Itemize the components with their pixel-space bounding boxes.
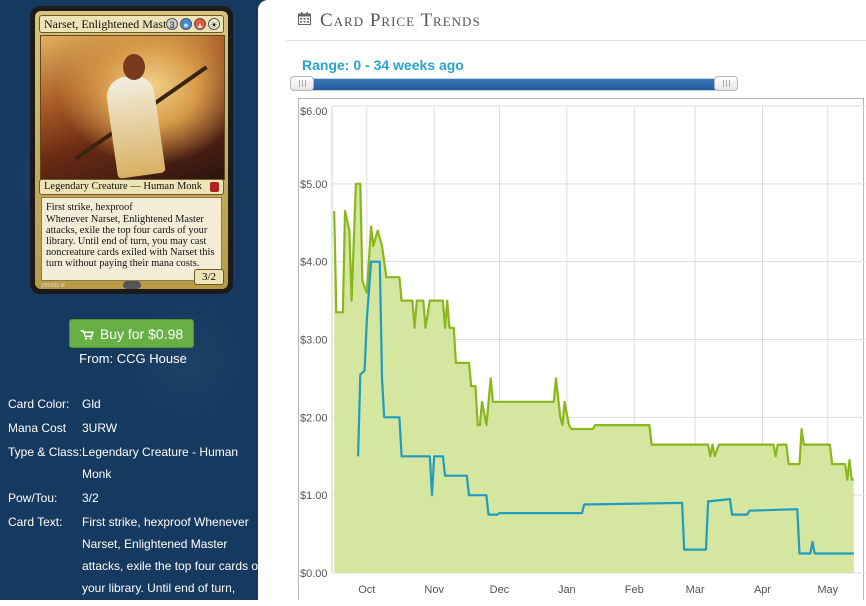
card-frame: Narset, Enlightened Master 3 ● ▲ ☀ Legen… [35, 11, 228, 289]
detail-label-color: Card Color: [8, 397, 70, 411]
series-line-1 [357, 260, 854, 555]
detail-value-pow-tou: 3/2 [82, 491, 99, 505]
x-tick-label: Nov [424, 584, 444, 596]
detail-value-mana-cost: 3URW [82, 421, 118, 435]
card-type-line: Legendary Creature — Human Monk [44, 181, 203, 192]
x-tick-label: Feb [625, 584, 644, 596]
y-tick-label: $0.00 [300, 568, 328, 580]
card-collector-number: 190/269 M [41, 283, 65, 289]
detail-value-card-text: First strike, hexproof Whenever Narset, … [82, 515, 262, 595]
card-sidebar: Narset, Enlightened Master 3 ● ▲ ☀ Legen… [0, 0, 266, 600]
detail-label-type: Type & Class: [8, 445, 83, 459]
card-name-bar: Narset, Enlightened Master 3 ● ▲ ☀ [39, 15, 224, 33]
card-keyword-line: First strike, hexproof [46, 202, 133, 213]
card-text-box: First strike, hexproof Whenever Narset, E… [41, 197, 222, 281]
y-tick-label: $1.00 [300, 490, 328, 502]
price-chart: $0.00 $1.00 $2.00 $3.00 $4.00 $5.00 $6.00 Oct No… [300, 105, 866, 596]
range-slider-handle-left[interactable] [290, 76, 314, 91]
card-power-toughness: 3/2 [194, 269, 224, 285]
content-panel-corner [258, 0, 268, 600]
detail-label-card-text: Card Text: [8, 515, 63, 529]
mana-symbol-blue: ● [180, 18, 192, 30]
range-slider-handle-right[interactable] [714, 76, 738, 91]
price-chart-frame: $0.00 $1.00 $2.00 $3.00 $4.00 $5.00 $6.00 Oct No… [298, 98, 866, 600]
price-trends-panel: Card Price Trends Range: 0 - 34 weeks ag… [268, 0, 866, 600]
calendar-icon [298, 12, 311, 25]
card-ability-line: Whenever Narset, Enlightened Master atta… [46, 214, 215, 269]
set-symbol-icon [210, 182, 219, 192]
card-image[interactable]: Narset, Enlightened Master 3 ● ▲ ☀ Legen… [30, 6, 233, 294]
mana-symbol-white: ☀ [208, 18, 220, 30]
y-tick-label: $4.00 [300, 257, 328, 269]
x-tick-label: Mar [686, 584, 705, 596]
x-tick-label: Apr [754, 584, 771, 596]
title-divider [286, 40, 866, 41]
card-type-bar: Legendary Creature — Human Monk [39, 179, 224, 195]
seller-text: From: CCG House [79, 351, 187, 366]
y-tick-label: $2.00 [300, 412, 328, 424]
range-label: Range: 0 - 34 weeks ago [302, 57, 464, 73]
detail-value-type: Legendary Creature - Human Monk [82, 445, 239, 481]
cart-icon [80, 330, 94, 340]
y-tick-label: $5.00 [300, 179, 328, 191]
series-line-0 [333, 182, 854, 481]
series-area-0 [334, 183, 854, 574]
detail-value-color: Gld [82, 397, 101, 411]
artwork-figure [104, 73, 166, 179]
card-rules-text: First strike, hexproof Whenever Narset, E… [46, 202, 221, 269]
buy-button-label: Buy for $0.98 [99, 326, 184, 342]
detail-label-mana-cost: Mana Cost [8, 421, 67, 435]
y-tick-label: $6.00 [300, 106, 328, 118]
card-name: Narset, Enlightened Master [44, 17, 176, 31]
range-slider-selection[interactable] [301, 79, 733, 90]
buy-button[interactable]: Buy for $0.98 [69, 319, 194, 348]
x-tick-label: Oct [358, 584, 375, 596]
card-holofoil-stamp [123, 281, 141, 289]
mana-symbol-generic: 3 [166, 18, 178, 30]
x-tick-label: May [817, 584, 838, 596]
detail-label-pow-tou: Pow/Tou: [8, 491, 58, 505]
x-tick-label: Jan [558, 584, 576, 596]
x-tick-label: Dec [490, 584, 510, 596]
artwork-figure-head [123, 54, 145, 80]
card-artwork [40, 35, 225, 180]
mana-symbol-red: ▲ [194, 18, 206, 30]
y-tick-label: $3.00 [300, 335, 328, 347]
section-title: Card Price Trends [320, 10, 481, 31]
